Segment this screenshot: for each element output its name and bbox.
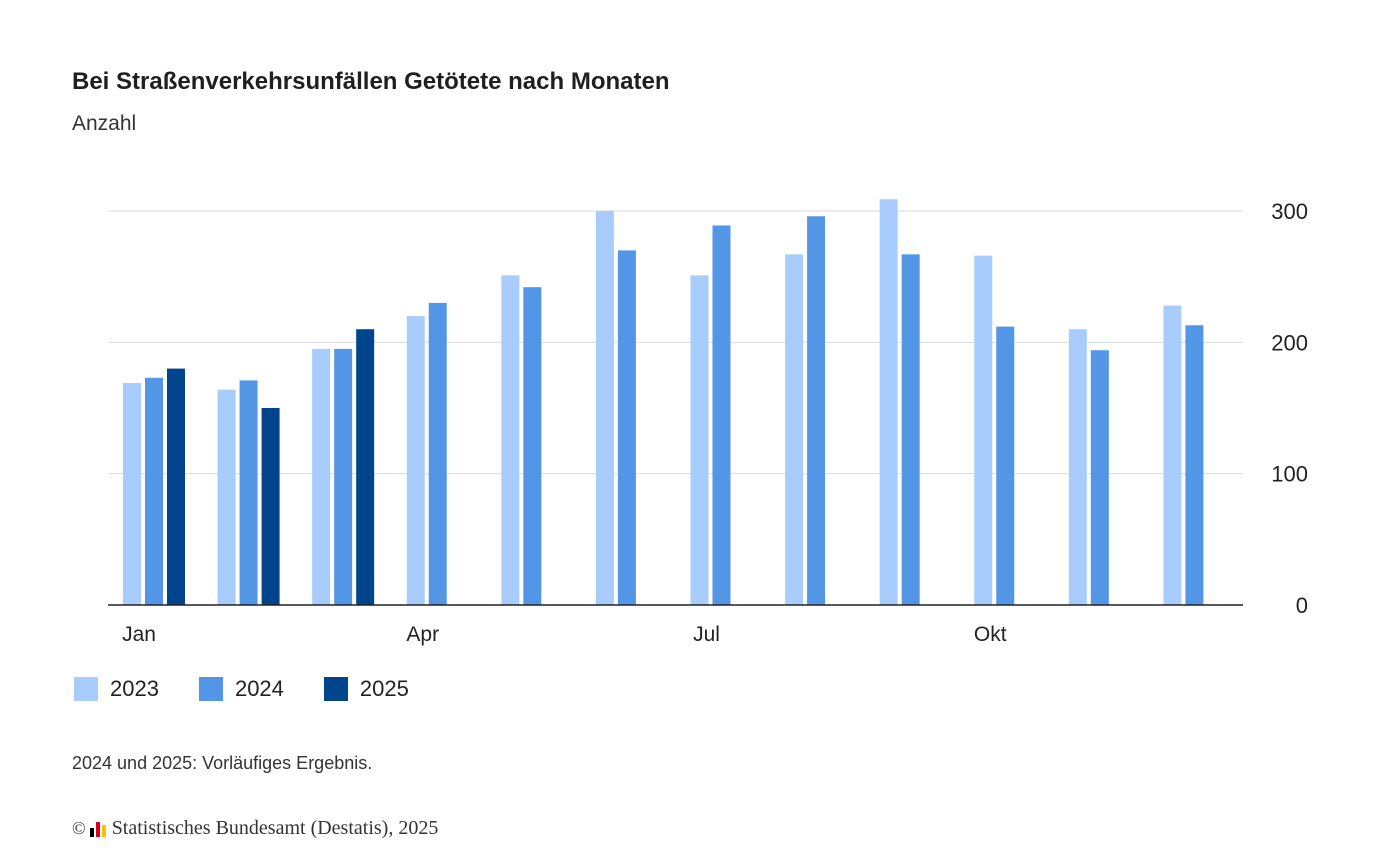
legend-item-2023: 2023 — [74, 676, 159, 702]
bar-2023-Mär — [312, 348, 331, 605]
bar-2024-Jun — [617, 250, 636, 605]
legend: 2023 2024 2025 — [74, 676, 449, 702]
bar-2024-Sep — [901, 254, 920, 605]
logo-bar — [95, 822, 100, 837]
bar-2024-Apr — [428, 302, 447, 605]
bar-2023-Dez — [1163, 305, 1182, 605]
destatis-logo-icon — [89, 820, 106, 837]
y-tick-label: 300 — [1271, 199, 1308, 224]
bar-2024-Jan — [145, 377, 163, 605]
bar-2023-Jan — [123, 383, 141, 605]
bar-2024-Okt — [996, 326, 1015, 605]
source-footer: © Statistisches Bundesamt (Destatis), 20… — [72, 817, 438, 840]
bar-2024-Feb — [239, 380, 258, 605]
grid-lines — [108, 210, 1243, 475]
bar-2023-Feb — [217, 389, 236, 605]
bar-2023-Apr — [406, 316, 425, 605]
bar-2023-Mai — [501, 275, 520, 605]
logo-bar — [89, 828, 94, 837]
legend-label: 2025 — [359, 676, 409, 701]
bar-2024-Dez — [1185, 325, 1204, 605]
logo-bar — [101, 825, 106, 837]
legend-label: 2023 — [110, 676, 159, 701]
legend-label: 2024 — [234, 676, 284, 701]
bar-2023-Nov — [1068, 329, 1087, 605]
y-tick-label: 200 — [1271, 330, 1308, 355]
y-tick-label: 0 — [1296, 593, 1308, 618]
x-tick-label: Apr — [406, 623, 439, 646]
copyright-symbol: © — [72, 818, 86, 838]
bar-2025-Feb — [261, 408, 280, 605]
bar-2025-Jan — [167, 368, 185, 605]
x-tick-label: Jul — [693, 623, 720, 646]
x-tick-label: Jan — [122, 623, 156, 646]
bar-2024-Mai — [523, 287, 542, 605]
bar-2023-Jun — [595, 211, 614, 605]
bar-2025-Mär — [356, 329, 375, 605]
legend-item-2024: 2024 — [198, 676, 284, 702]
source-text: Statistisches Bundesamt (Destatis), 2025 — [111, 817, 439, 839]
chart-title: Bei Straßenverkehrsunfällen Getötete nac… — [72, 68, 670, 95]
legend-swatch — [198, 677, 223, 701]
legend-swatch — [74, 677, 98, 701]
legend-swatch — [323, 677, 348, 701]
bar-2024-Jul — [712, 225, 731, 606]
bar-2024-Mär — [334, 348, 353, 605]
y-tick-label: 100 — [1271, 462, 1308, 487]
bar-2023-Okt — [974, 255, 993, 606]
footnote: 2024 und 2025: Vorläufiges Ergebnis. — [72, 753, 373, 773]
axes: 0 100 200 300 Jan Apr Jul Okt — [108, 199, 1308, 646]
bar-2023-Sep — [879, 199, 898, 605]
bar-2024-Aug — [807, 216, 826, 605]
chart-subtitle: Anzahl — [72, 112, 137, 135]
legend-item-2025: 2025 — [323, 676, 409, 702]
x-tick-label: Okt — [974, 623, 1007, 646]
bar-2024-Nov — [1090, 350, 1109, 605]
bars — [123, 199, 1204, 606]
bar-2023-Jul — [690, 275, 709, 605]
bar-2023-Aug — [785, 254, 804, 605]
